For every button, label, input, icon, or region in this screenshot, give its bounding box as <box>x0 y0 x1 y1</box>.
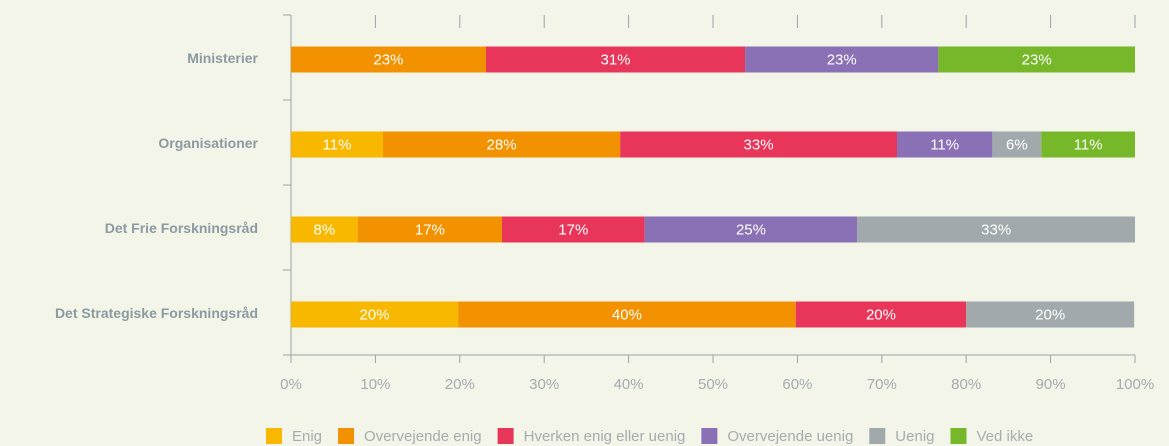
legend-swatch <box>950 428 967 444</box>
data-label: 31% <box>601 51 631 68</box>
bar-segment <box>992 131 1042 158</box>
legend-label: Uenig <box>895 428 934 445</box>
category-label: Ministerier <box>187 50 258 66</box>
data-label: 25% <box>736 221 766 238</box>
legend-swatch <box>497 428 514 444</box>
data-label: 28% <box>487 136 517 153</box>
x-tick-label: 90% <box>1036 376 1066 393</box>
data-label: 8% <box>313 221 335 238</box>
category-label: Det Frie Forskningsråd <box>105 220 258 236</box>
bar-segment <box>291 46 486 73</box>
legend-swatch <box>869 428 886 444</box>
legend-label: Overvejende uenig <box>727 428 853 445</box>
x-tick-label: 50% <box>698 376 728 393</box>
bar-segment <box>291 216 358 243</box>
bar-segment <box>458 301 796 328</box>
category-label: Organisationer <box>158 135 258 151</box>
x-tick-label: 70% <box>867 376 897 393</box>
bar-segment <box>938 46 1135 73</box>
data-label: 17% <box>558 221 588 238</box>
data-label: 20% <box>1035 306 1065 323</box>
x-tick-label: 80% <box>951 376 981 393</box>
bar-segment <box>502 216 645 243</box>
bar-segment <box>1041 131 1135 158</box>
data-label: 40% <box>612 306 642 323</box>
bar-segment <box>857 216 1135 243</box>
x-tick-label: 40% <box>614 376 644 393</box>
x-tick-label: 0% <box>280 376 302 393</box>
data-label: 20% <box>360 306 390 323</box>
x-tick-label: 20% <box>445 376 475 393</box>
data-label: 23% <box>827 51 857 68</box>
legend-label: Ved ikke <box>977 428 1034 445</box>
legend-swatch <box>338 428 355 444</box>
bar-segment <box>382 131 621 158</box>
bar-segment <box>745 46 939 73</box>
data-label: 11% <box>930 136 959 153</box>
bar-segment <box>896 131 993 158</box>
data-label: 33% <box>744 136 774 153</box>
legend-label: Hverken enig eller uenig <box>524 428 686 445</box>
data-label: 17% <box>415 221 445 238</box>
data-label: 23% <box>1022 51 1052 68</box>
legend-swatch <box>701 428 718 444</box>
bar-segment <box>357 216 502 243</box>
bar-segment <box>291 301 459 328</box>
data-label: 23% <box>373 51 403 68</box>
legend-label: Enig <box>292 428 322 445</box>
data-label: 33% <box>981 221 1011 238</box>
x-tick-label: 60% <box>782 376 812 393</box>
bar-segment <box>795 301 967 328</box>
x-tick-label: 30% <box>529 376 559 393</box>
bar-segment <box>291 131 383 158</box>
legend-label: Overvejende enig <box>364 428 482 445</box>
x-tick-label: 10% <box>360 376 390 393</box>
bar-segment <box>485 46 746 73</box>
data-label: 11% <box>1074 136 1103 153</box>
bar-segment <box>966 301 1135 328</box>
category-label: Det Strategiske Forskningsråd <box>55 305 258 321</box>
bar-segment <box>644 216 858 243</box>
data-label: 11% <box>323 136 352 153</box>
legend-swatch <box>266 428 282 444</box>
data-label: 20% <box>866 306 896 323</box>
data-label: 6% <box>1006 136 1028 153</box>
bar-segment <box>620 131 897 158</box>
x-tick-label: 100% <box>1116 376 1154 393</box>
